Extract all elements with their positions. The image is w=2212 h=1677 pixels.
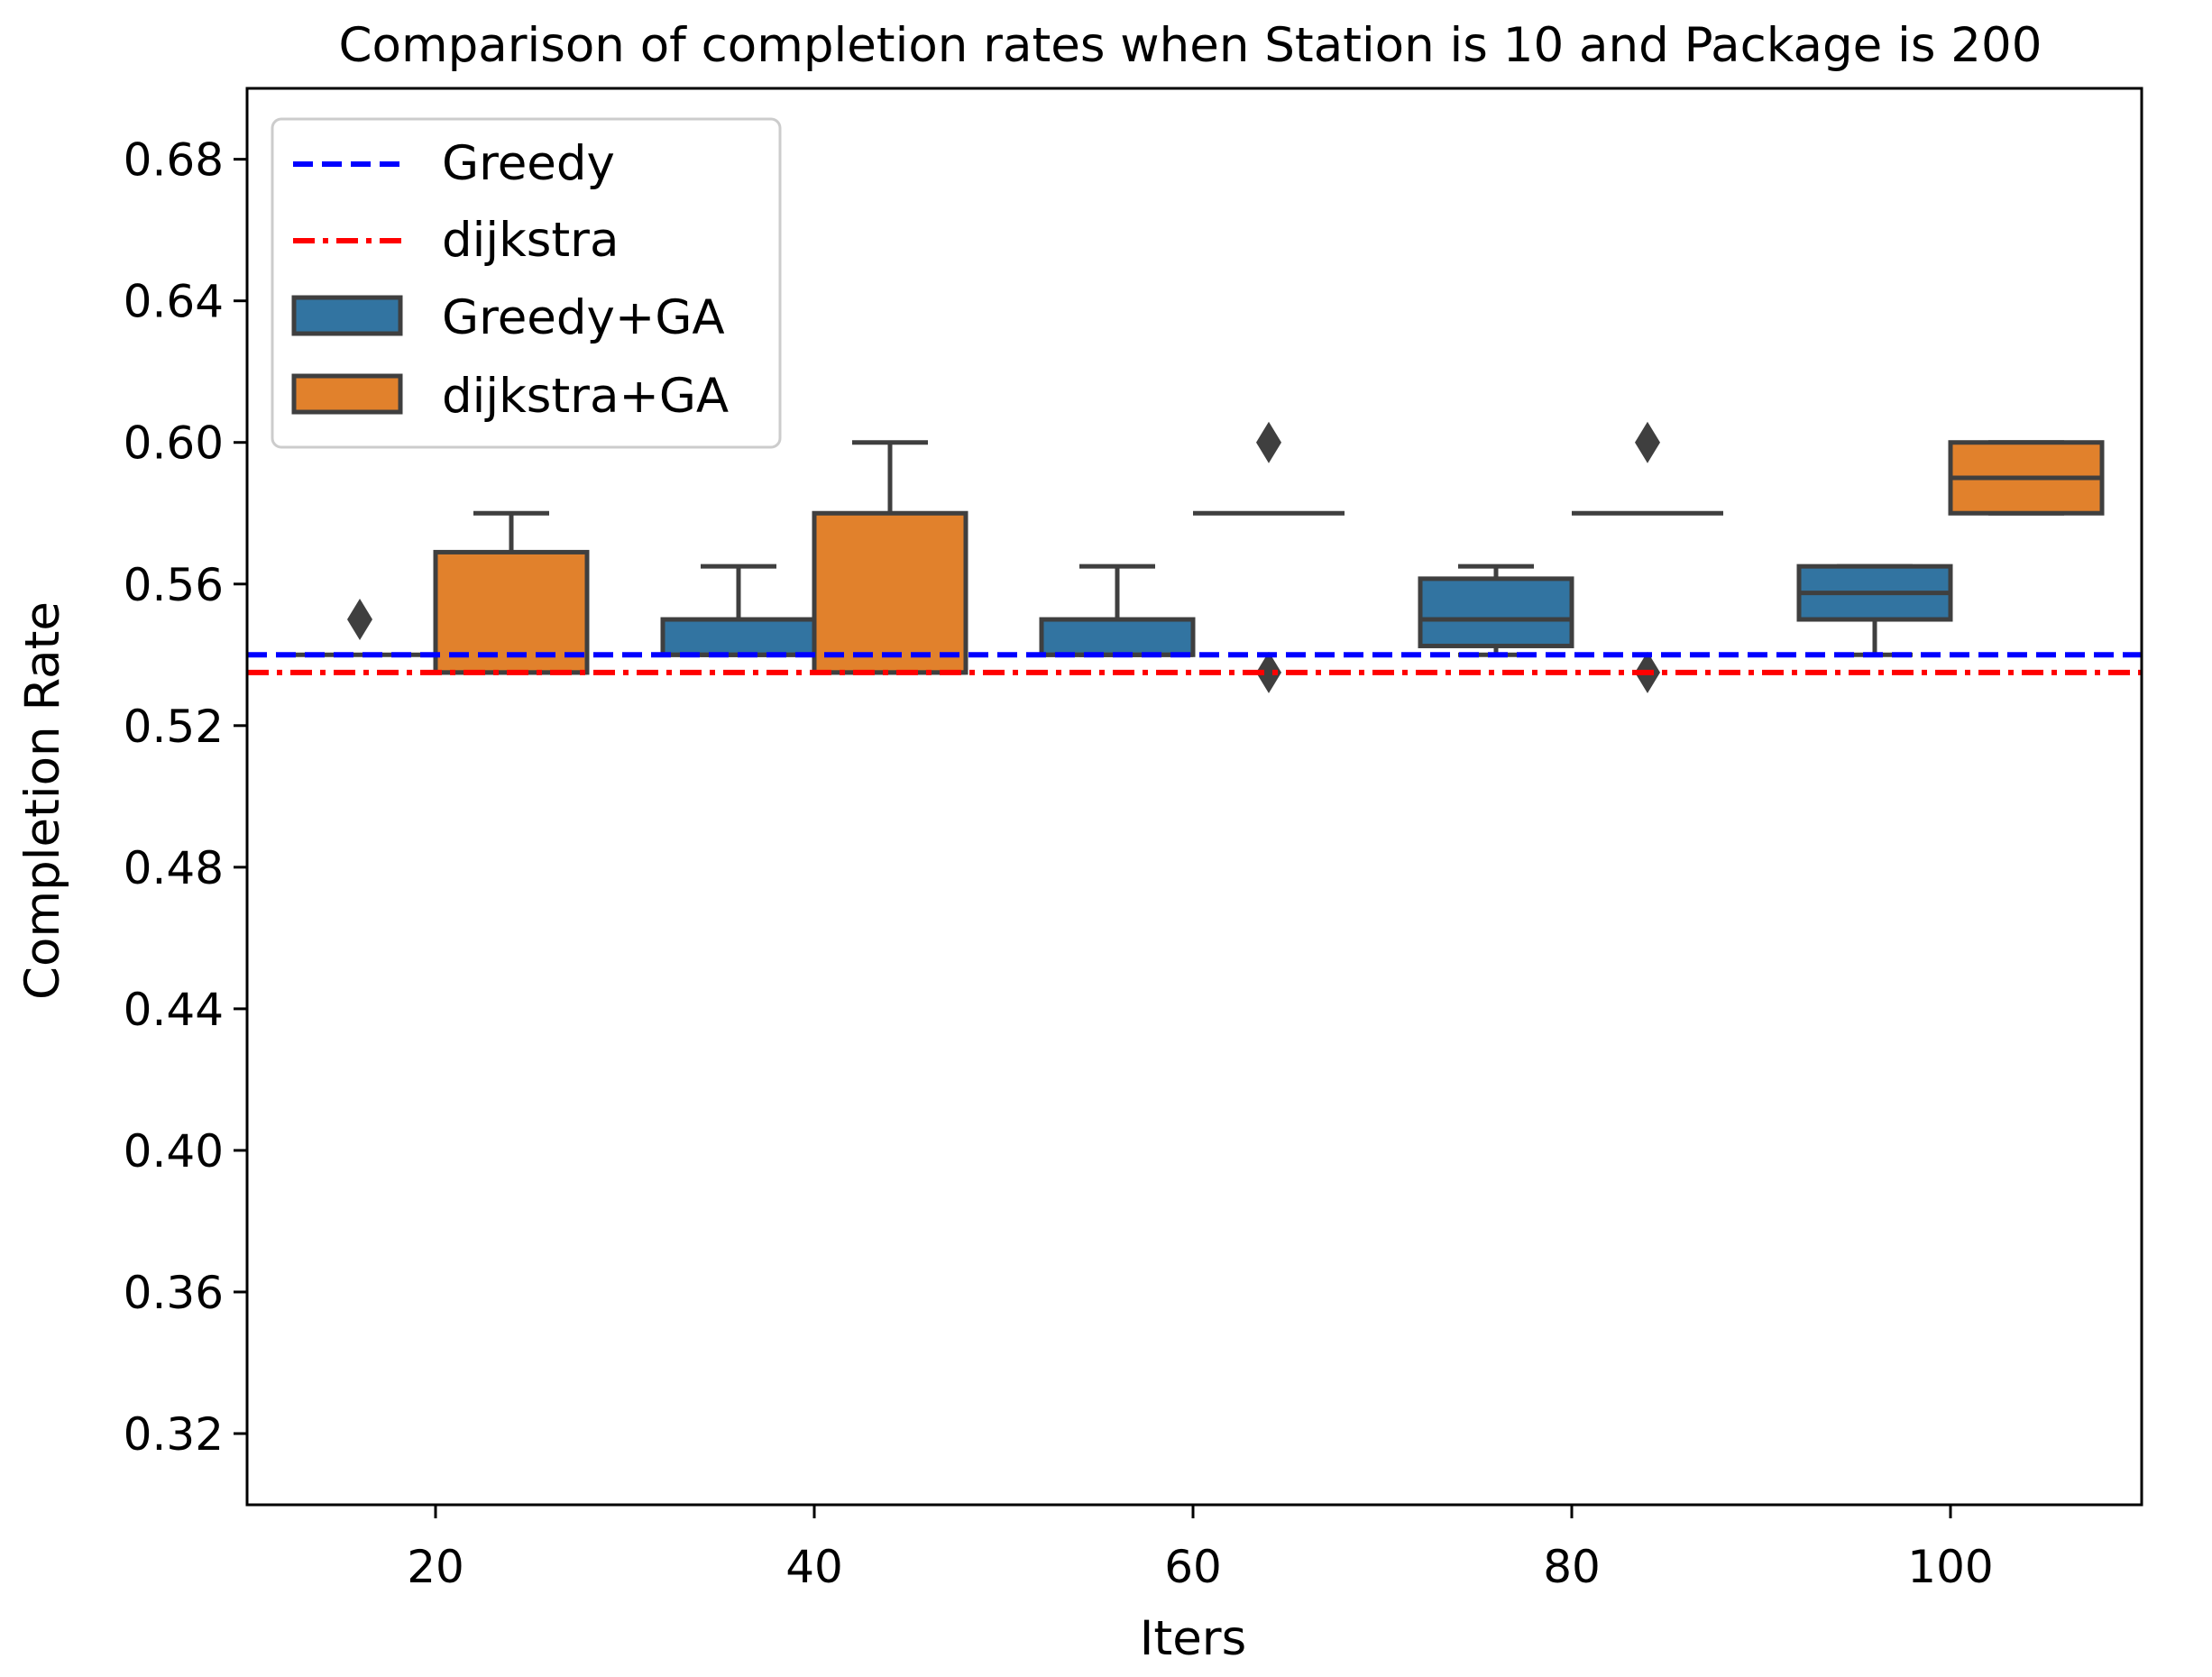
legend-frame <box>271 117 782 449</box>
reference-lines <box>247 652 2142 675</box>
box-group <box>284 599 436 657</box>
box-group <box>433 510 590 675</box>
box-body <box>812 510 968 675</box>
y-tick-label: 0.44 <box>124 984 224 1036</box>
legend-label-dijkstra: dijkstra <box>442 213 619 268</box>
box-group <box>1796 564 1953 657</box>
box-body <box>1418 576 1574 648</box>
box-group <box>1948 440 2105 516</box>
box-series <box>284 421 2105 693</box>
box-group <box>1418 564 1574 657</box>
x-axis-label: Iters <box>1140 1611 1246 1666</box>
y-tick-label: 0.40 <box>124 1125 224 1178</box>
box-body <box>1039 617 1196 657</box>
x-tick-label: 60 <box>1164 1541 1222 1593</box>
x-tick-label: 40 <box>785 1541 843 1593</box>
x-tick-label: 20 <box>407 1541 464 1593</box>
box-group <box>660 564 817 657</box>
box-group <box>1039 564 1196 657</box>
outlier-marker <box>1256 651 1281 693</box>
legend-swatch-dijkstra-ga <box>291 373 403 415</box>
legend: Greedy dijkstra Greedy+GA dijkstra+GA <box>271 117 782 449</box>
chart-title: Comparison of completion rates when Stat… <box>339 18 2042 73</box>
legend-label-greedy-ga: Greedy+GA <box>442 290 725 345</box>
y-axis-label: Completion Rate <box>15 601 70 1000</box>
y-tick-label: 0.56 <box>124 559 224 611</box>
legend-label-greedy: Greedy <box>442 136 615 191</box>
y-tick-label: 0.68 <box>124 134 224 187</box>
y-axis: 0.32 0.36 0.40 0.44 0.48 0.52 0.56 0.60 0.64 0.68 <box>124 134 247 1461</box>
plot-frame <box>245 87 2143 1507</box>
box-body <box>660 617 817 657</box>
legend-label-dijkstra-ga: dijkstra+GA <box>442 369 729 424</box>
y-tick-label: 0.60 <box>124 417 224 470</box>
outlier-marker <box>1256 421 1281 463</box>
box-group <box>812 440 968 675</box>
y-tick-label: 0.64 <box>124 276 224 328</box>
outlier-marker <box>347 599 372 641</box>
outlier-marker <box>1635 421 1660 463</box>
y-tick-label: 0.32 <box>124 1408 224 1461</box>
x-axis: 20 40 60 80 100 <box>407 1505 1994 1593</box>
x-tick-label: 80 <box>1543 1541 1601 1593</box>
y-tick-label: 0.48 <box>124 842 224 894</box>
x-tick-label: 100 <box>1907 1541 1993 1593</box>
legend-swatch-greedy-ga <box>291 295 403 336</box>
box-group <box>1193 421 1345 693</box>
y-tick-label: 0.36 <box>124 1267 224 1319</box>
y-tick-label: 0.52 <box>124 701 224 753</box>
